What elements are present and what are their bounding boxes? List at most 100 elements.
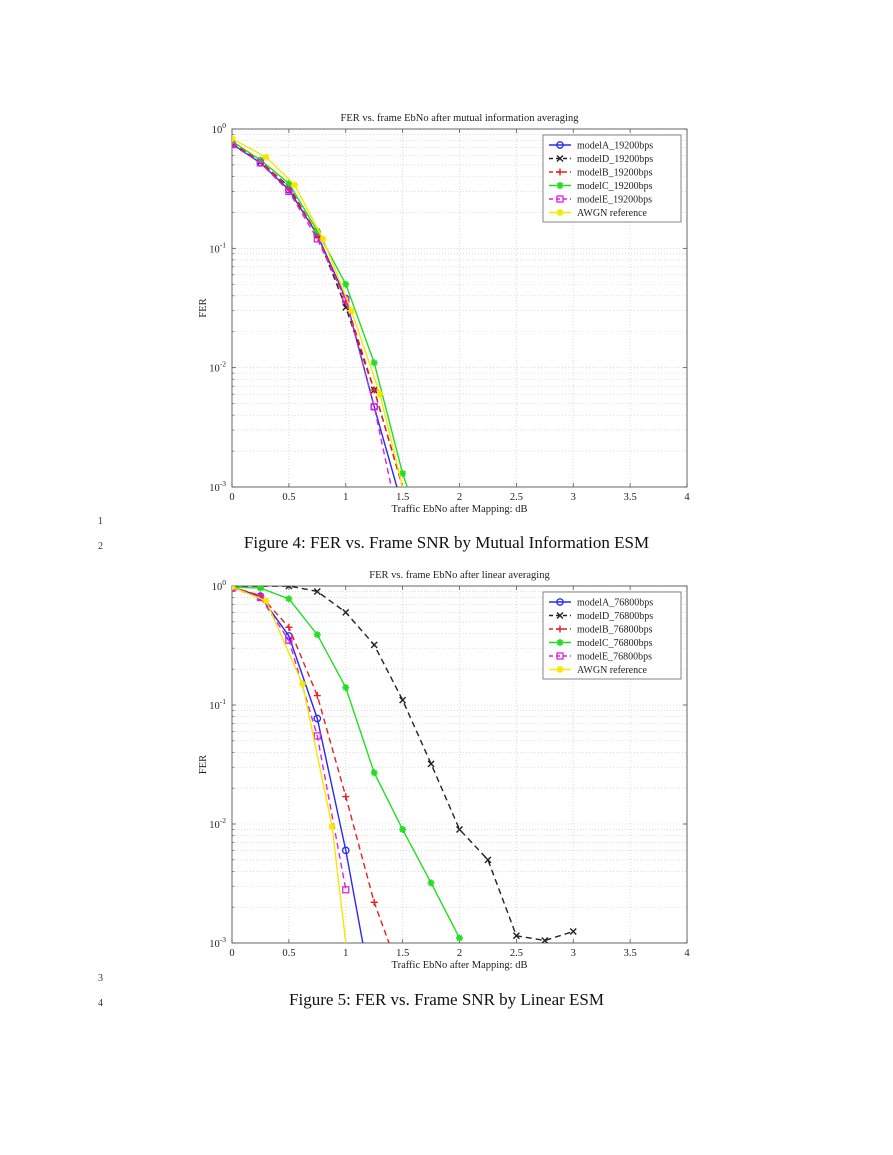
series: [232, 586, 577, 943]
legend-box: [542, 591, 682, 680]
series: [232, 140, 392, 487]
data-point: [285, 595, 293, 603]
legend-label: modelB_19200bps: [577, 168, 653, 179]
line-number: 1: [98, 516, 103, 527]
data-point: [370, 898, 378, 906]
data-point: [285, 179, 293, 187]
data-point: [399, 825, 407, 833]
x-tick-label: 1.5: [396, 492, 409, 503]
data-point: [399, 469, 407, 477]
grid: [232, 129, 687, 487]
data-point: [313, 692, 321, 700]
data-point: [370, 769, 378, 777]
data-point: [313, 587, 321, 595]
x-tick-label: 0.5: [282, 948, 295, 959]
legend-label: modelC_19200bps: [577, 181, 653, 192]
series-line: [232, 587, 347, 890]
data-point: [232, 135, 236, 143]
x-tick-label: 1.5: [396, 948, 409, 959]
series-line: [232, 144, 392, 487]
chart-title: FER vs. frame EbNo after linear averagin…: [369, 570, 550, 581]
legend: modelA_76800bps modelD_76800bps modelB_768…: [542, 591, 682, 680]
data-point: [291, 181, 299, 189]
legend-box: [542, 134, 682, 223]
data-point: [285, 636, 293, 644]
data-point: [556, 666, 564, 673]
data-point: [556, 141, 564, 149]
data-point: [319, 235, 327, 243]
line-number: 3: [98, 973, 103, 984]
data-point: [262, 153, 270, 161]
data-point: [427, 879, 435, 887]
legend-label: modelA_76800bps: [577, 598, 653, 609]
y-tick-label: 100: [212, 121, 227, 136]
x-tick-label: 2.5: [510, 492, 523, 503]
data-point: [232, 586, 236, 591]
legend-label: modelE_76800bps: [577, 652, 652, 663]
legend-label: modelB_76800bps: [577, 625, 653, 636]
data-point: [256, 586, 264, 592]
x-tick-label: 1: [343, 948, 348, 959]
data-point: [341, 846, 350, 855]
figure-5-caption: Figure 5: FER vs. Frame SNR by Linear ES…: [289, 990, 604, 1009]
data-point: [256, 159, 265, 167]
line-number: 4: [98, 998, 103, 1009]
x-tick-label: 4: [684, 948, 690, 959]
data-point: [556, 612, 564, 619]
y-tick-label: 10-2: [209, 360, 226, 375]
x-tick-label: 3: [571, 492, 576, 503]
data-point: [370, 403, 378, 411]
data-point: [556, 598, 564, 606]
legend-label: modelA_19200bps: [577, 141, 653, 152]
data-point: [556, 155, 564, 162]
data-point: [569, 927, 577, 935]
legend-label: modelD_19200bps: [577, 154, 653, 165]
x-tick-label: 3.5: [624, 492, 637, 503]
legend-label: AWGN reference: [577, 665, 648, 676]
data-point: [556, 182, 564, 189]
data-point: [427, 760, 435, 768]
x-tick-label: 1: [343, 492, 348, 503]
legend-label: AWGN reference: [577, 208, 648, 219]
data-point: [556, 195, 564, 203]
data-point: [556, 652, 564, 660]
data-point: [556, 625, 564, 633]
x-axis-label: Traffic EbNo after Mapping: dB: [392, 504, 528, 515]
legend: modelA_19200bps modelD_19200bps modelB_192…: [542, 134, 682, 223]
series: [232, 135, 404, 487]
data-point: [262, 597, 270, 605]
legend-label: modelC_76800bps: [577, 638, 653, 649]
data-point: [313, 714, 322, 723]
data-point: [376, 390, 384, 398]
data-point: [484, 856, 492, 864]
data-point: [556, 209, 564, 216]
data-point: [399, 696, 407, 704]
data-point: [342, 793, 350, 801]
legend-label: modelE_19200bps: [577, 195, 652, 206]
y-tick-label: 10-3: [209, 479, 226, 494]
figure-5-chart: 0 0.5 1 1.5 2 2.5 3 3.5 4 100 10-1 10-2 10-3 FER vs. …: [198, 570, 690, 971]
data-point: [456, 825, 463, 833]
line-number: 2: [98, 541, 103, 552]
data-point: [285, 623, 293, 631]
data-point: [347, 307, 355, 315]
data-point: [342, 886, 350, 894]
y-tick-label: 10-2: [209, 816, 226, 831]
figure-4-chart: 0 0.5 1 1.5 2 2.5 3 3.5 4 100 10-1 10-2 10-3 FER vs. …: [198, 113, 690, 515]
x-tick-label: 3: [571, 948, 576, 959]
y-tick-label: 100: [212, 578, 227, 593]
y-axis-label: FER: [198, 298, 209, 317]
y-tick-label: 10-1: [209, 697, 226, 712]
data-point: [232, 140, 236, 149]
figure-4-caption: Figure 4: FER vs. Frame SNR by Mutual In…: [243, 533, 650, 552]
x-tick-label: 3.5: [624, 948, 637, 959]
x-tick-label: 4: [684, 492, 690, 503]
x-tick-label: 2: [457, 948, 462, 959]
data-point: [299, 680, 307, 688]
data-point: [541, 936, 549, 943]
data-point: [342, 684, 350, 692]
data-point: [313, 631, 321, 639]
data-point: [370, 641, 378, 649]
data-point: [370, 386, 378, 394]
x-axis-label: Traffic EbNo after Mapping: dB: [392, 960, 528, 971]
